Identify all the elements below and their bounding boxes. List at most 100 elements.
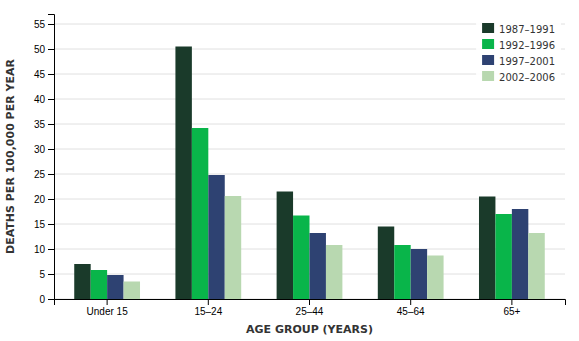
bar xyxy=(326,245,342,299)
grid-line xyxy=(54,149,565,150)
y-tick: 5 xyxy=(39,269,54,280)
y-tick-label: 10 xyxy=(34,244,46,255)
y-tick-mark xyxy=(48,74,54,75)
legend-item: 1997–2001 xyxy=(482,55,555,67)
bar xyxy=(124,282,140,300)
bar xyxy=(479,197,495,300)
x-tick-mark xyxy=(511,299,512,305)
legend-label: 1992–1996 xyxy=(499,40,555,51)
y-tick-mark xyxy=(48,199,54,200)
y-tick-mark xyxy=(48,299,54,300)
bar-series xyxy=(107,175,528,299)
bar-series xyxy=(74,47,495,300)
y-tick: 15 xyxy=(34,219,54,230)
x-tick: 45–64 xyxy=(397,299,425,317)
legend-item: 1987–1991 xyxy=(482,23,555,35)
bar xyxy=(528,233,544,299)
x-tick-mark xyxy=(107,299,108,305)
bar xyxy=(225,196,241,299)
bar xyxy=(91,270,107,299)
legend-background xyxy=(476,16,561,88)
y-axis-title: DEATHS PER 100,000 PER YEAR xyxy=(4,59,17,254)
y-tick-mark xyxy=(48,24,54,25)
grid-line xyxy=(54,174,565,175)
legend-swatch xyxy=(482,23,494,33)
bar xyxy=(175,47,191,300)
bar xyxy=(192,128,208,299)
bar xyxy=(495,214,511,299)
bar xyxy=(277,192,293,300)
bar xyxy=(310,233,326,299)
y-tick-label: 45 xyxy=(34,69,46,80)
legend-swatch xyxy=(482,55,494,65)
y-tick-mark xyxy=(48,224,54,225)
bar-series xyxy=(124,196,545,299)
x-tick-label: 65+ xyxy=(503,306,520,317)
y-tick-label: 40 xyxy=(34,94,46,105)
bar xyxy=(74,264,90,299)
y-tick: 25 xyxy=(34,169,54,180)
y-tick-mark xyxy=(48,49,54,50)
x-tick-mark xyxy=(208,299,209,305)
grid-line xyxy=(54,124,565,125)
y-tick-mark xyxy=(48,99,54,100)
x-tick-label: 25–44 xyxy=(296,306,324,317)
x-tick: 25–44 xyxy=(296,299,324,317)
x-tick-mark xyxy=(309,299,310,305)
y-tick: 20 xyxy=(34,194,54,205)
bar xyxy=(411,249,427,299)
x-tick: 15–24 xyxy=(194,299,222,317)
y-tick-label: 5 xyxy=(39,269,45,280)
y-tick-label: 0 xyxy=(39,294,45,305)
y-tick-label: 30 xyxy=(34,144,46,155)
y-tick: 0 xyxy=(39,294,54,305)
y-tick-mark xyxy=(48,249,54,250)
y-tick-mark xyxy=(48,149,54,150)
legend-swatch xyxy=(482,39,494,49)
bar-series xyxy=(91,128,512,299)
x-tick-mark xyxy=(410,299,411,305)
y-tick: 35 xyxy=(34,119,54,130)
y-tick-label: 55 xyxy=(34,19,46,30)
x-tick: 65+ xyxy=(503,299,520,317)
legend-item: 1992–1996 xyxy=(482,39,555,51)
y-tick: 45 xyxy=(34,69,54,80)
bars xyxy=(74,47,545,300)
bar xyxy=(427,256,443,300)
y-tick: 40 xyxy=(34,94,54,105)
y-tick-label: 50 xyxy=(34,44,46,55)
x-axis-line xyxy=(55,300,566,306)
y-tick-label: 15 xyxy=(34,219,46,230)
y-axis: 0 5 10 15 20 25 30 35 40 45 50 55 xyxy=(34,15,55,305)
legend-label: 1987–1991 xyxy=(499,24,555,35)
y-tick: 55 xyxy=(34,19,54,30)
bar xyxy=(208,175,224,299)
x-tick: Under 15 xyxy=(87,299,129,317)
y-tick-label: 35 xyxy=(34,119,46,130)
y-tick-label: 20 xyxy=(34,194,46,205)
x-tick-label: 15–24 xyxy=(194,306,222,317)
x-axis-title: AGE GROUP (YEARS) xyxy=(246,323,373,336)
plot: Under 15 15–24 25–44 45–64 65+ 0 5 10 15 20 25 30 35… xyxy=(34,15,566,318)
bar xyxy=(394,245,410,299)
y-tick-mark xyxy=(48,274,54,275)
y-tick: 30 xyxy=(34,144,54,155)
y-axis-line xyxy=(48,15,55,300)
y-tick-label: 25 xyxy=(34,169,46,180)
y-tick: 50 xyxy=(34,44,54,55)
y-tick-mark xyxy=(48,174,54,175)
x-axis: Under 15 15–24 25–44 45–64 65+ xyxy=(55,299,566,317)
bar xyxy=(107,275,123,299)
bar xyxy=(378,227,394,300)
legend-item: 2002–2006 xyxy=(482,71,555,83)
legend: 1987–1991 1992–1996 1997–2001 2002–2006 xyxy=(476,16,561,88)
x-tick-label: 45–64 xyxy=(397,306,425,317)
legend-label: 1997–2001 xyxy=(499,56,555,67)
x-tick-label: Under 15 xyxy=(87,306,129,317)
grid-line xyxy=(54,99,565,100)
chart: Under 15 15–24 25–44 45–64 65+ 0 5 10 15 20 25 30 35… xyxy=(0,0,579,341)
bar xyxy=(512,209,528,299)
y-tick-mark xyxy=(48,124,54,125)
y-tick: 10 xyxy=(34,244,54,255)
legend-label: 2002–2006 xyxy=(499,72,555,83)
